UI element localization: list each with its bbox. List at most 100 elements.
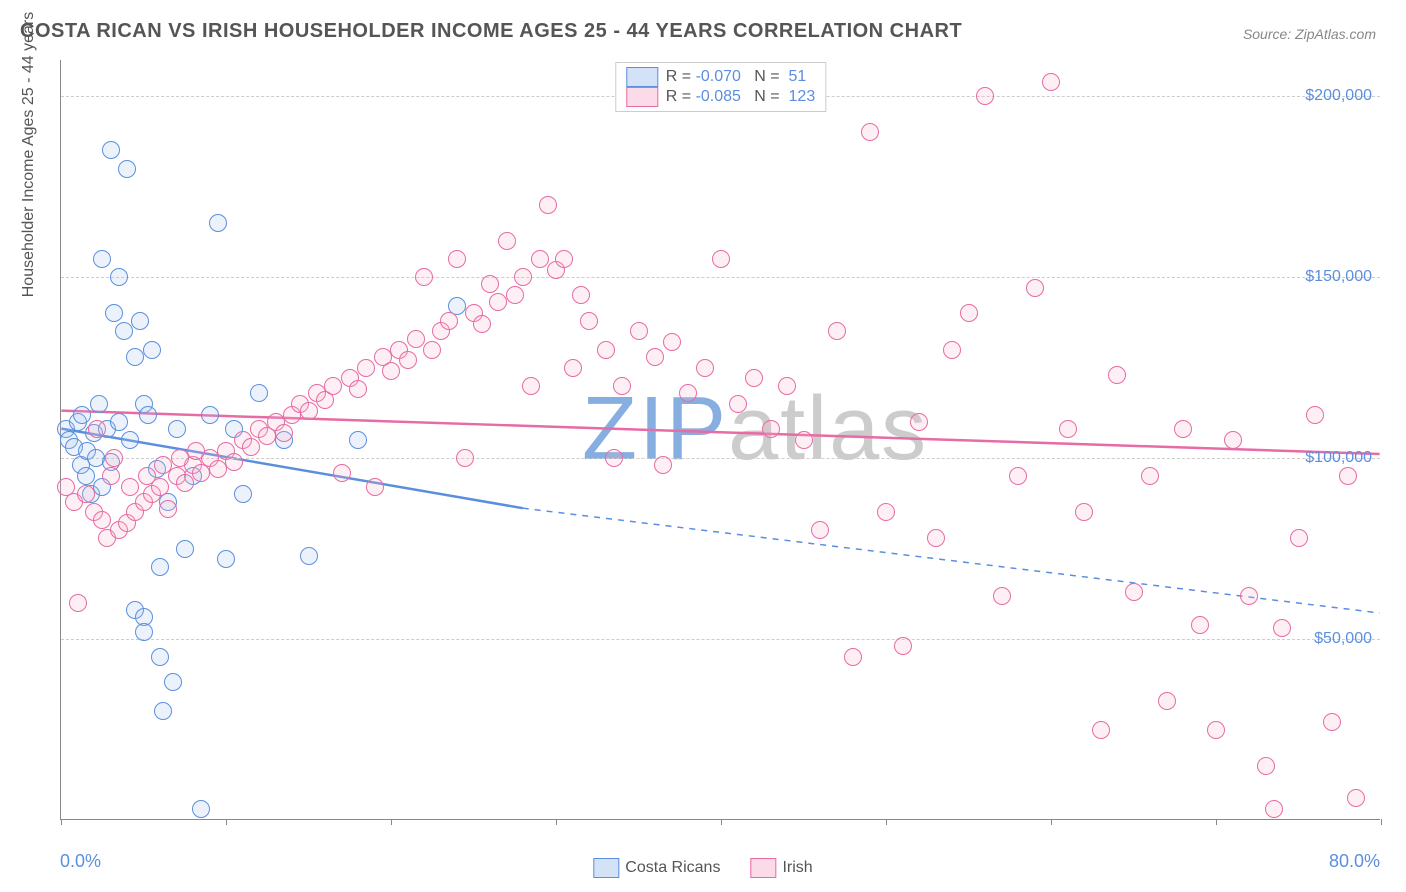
legend-row: R = -0.085 N = 123 [626,87,815,107]
data-point [102,141,120,159]
data-point [531,250,549,268]
data-point [217,550,235,568]
y-tick-label: $150,000 [1305,268,1372,286]
x-tick [391,819,392,825]
data-point [762,420,780,438]
x-axis-min-label: 0.0% [60,851,101,872]
data-point [877,503,895,521]
data-point [506,286,524,304]
data-point [1347,789,1365,807]
data-point [605,449,623,467]
data-point [357,359,375,377]
data-point [828,322,846,340]
data-point [1125,583,1143,601]
legend-swatch [593,858,619,878]
data-point [275,424,293,442]
data-point [844,648,862,666]
data-point [1042,73,1060,91]
data-point [77,467,95,485]
y-tick-label: $50,000 [1314,630,1372,648]
data-point [242,438,260,456]
data-point [663,333,681,351]
data-point [176,474,194,492]
data-point [745,369,763,387]
data-point [910,413,928,431]
x-tick [886,819,887,825]
data-point [110,413,128,431]
legend-item: Costa Ricans [593,858,720,878]
data-point [473,315,491,333]
data-point [366,478,384,496]
data-point [135,623,153,641]
data-point [481,275,499,293]
data-point [1265,800,1283,818]
grid-line [61,458,1380,459]
scatter-plot: ZIPatlas R = -0.070 N = 51R = -0.085 N =… [60,60,1380,820]
data-point [498,232,516,250]
chart-container: COSTA RICAN VS IRISH HOUSEHOLDER INCOME … [0,0,1406,892]
data-point [1009,467,1027,485]
data-point [1257,757,1275,775]
data-point [90,395,108,413]
data-point [164,673,182,691]
legend-swatch [626,87,658,107]
data-point [138,467,156,485]
data-point [209,460,227,478]
data-point [201,406,219,424]
data-point [795,431,813,449]
series-legend: Costa RicansIrish [593,858,812,878]
data-point [943,341,961,359]
data-point [121,431,139,449]
data-point [73,406,91,424]
data-point [1141,467,1159,485]
data-point [151,558,169,576]
data-point [489,293,507,311]
data-point [712,250,730,268]
x-axis-max-label: 80.0% [1329,851,1380,872]
data-point [597,341,615,359]
data-point [209,214,227,232]
data-point [154,456,172,474]
data-point [250,384,268,402]
data-point [1290,529,1308,547]
data-point [861,123,879,141]
data-point [729,395,747,413]
x-tick [1051,819,1052,825]
data-point [811,521,829,539]
source-credit: Source: ZipAtlas.com [1243,26,1376,42]
data-point [993,587,1011,605]
data-point [77,485,95,503]
data-point [102,467,120,485]
data-point [572,286,590,304]
data-point [1075,503,1093,521]
x-tick [1216,819,1217,825]
data-point [171,449,189,467]
data-point [440,312,458,330]
grid-line [61,277,1380,278]
data-point [927,529,945,547]
data-point [1306,406,1324,424]
data-point [415,268,433,286]
y-tick-label: $200,000 [1305,87,1372,105]
correlation-legend: R = -0.070 N = 51R = -0.085 N = 123 [615,62,826,112]
legend-swatch [626,67,658,87]
data-point [778,377,796,395]
data-point [1207,721,1225,739]
data-point [300,547,318,565]
data-point [88,420,106,438]
data-point [1224,431,1242,449]
data-point [324,377,342,395]
data-point [564,359,582,377]
data-point [514,268,532,286]
chart-title: COSTA RICAN VS IRISH HOUSEHOLDER INCOME … [20,20,962,43]
data-point [679,384,697,402]
data-point [646,348,664,366]
data-point [1026,279,1044,297]
data-point [1092,721,1110,739]
data-point [976,87,994,105]
data-point [187,442,205,460]
data-point [105,304,123,322]
data-point [154,702,172,720]
data-point [176,540,194,558]
data-point [580,312,598,330]
